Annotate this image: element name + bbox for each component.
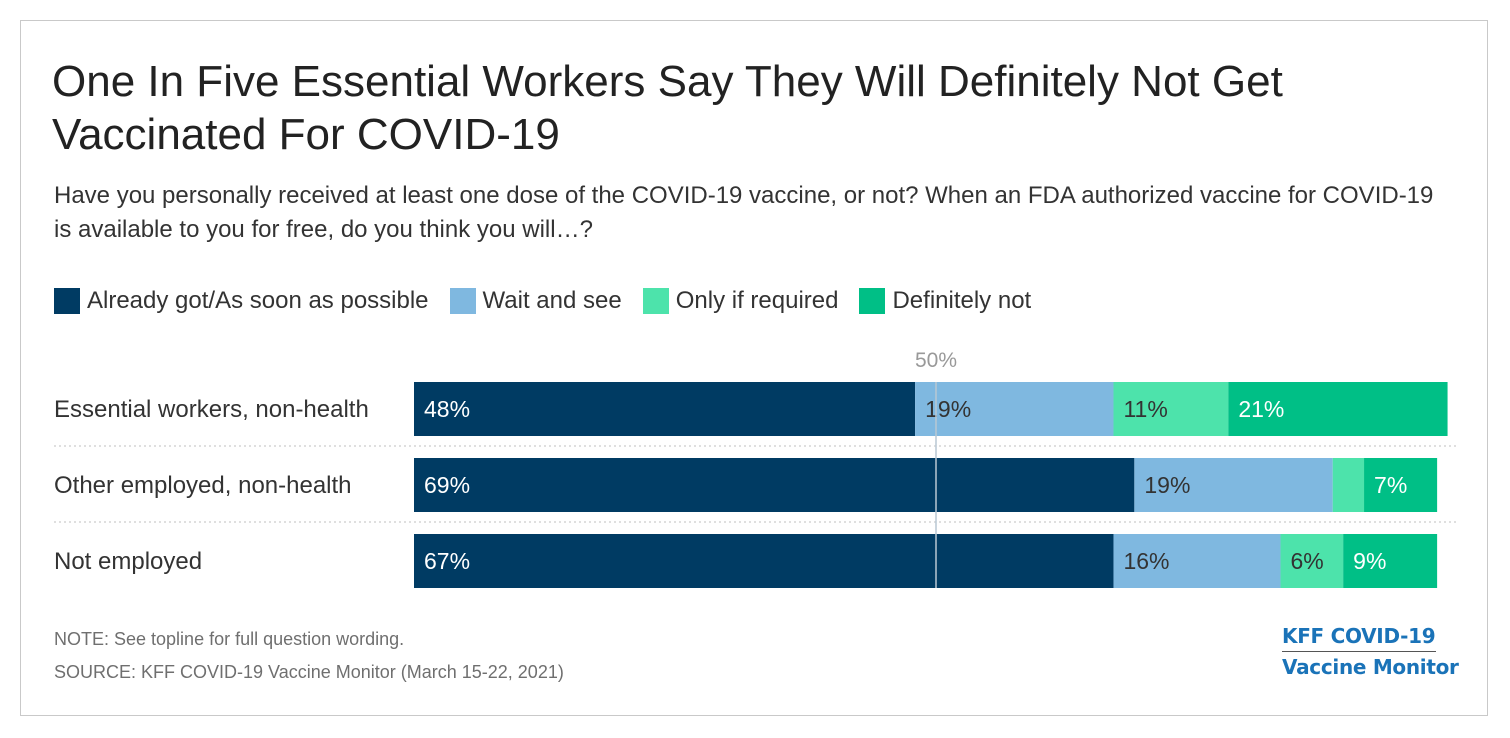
note-text: NOTE: See topline for full question word… [54, 629, 405, 649]
data-label: 48% [424, 396, 470, 422]
legend-swatch-definitely [859, 288, 886, 314]
legend-item-only: Only if required [642, 287, 839, 315]
bar-segment [414, 534, 1114, 588]
legend-label-only: Only if required [675, 287, 839, 314]
bar-segment [1280, 534, 1344, 588]
kff-logo: KFF COVID-19 Vaccine Monitor [1282, 624, 1459, 679]
logo-line-2: Vaccine Monitor [1282, 655, 1459, 679]
data-label: 19% [925, 396, 971, 422]
bar-segment [1332, 458, 1365, 512]
chart-subtitle: Have you personally received at least on… [54, 182, 1434, 243]
data-label: 6% [1291, 548, 1324, 574]
chart-title: One In Five Essential Workers Say They W… [52, 57, 1283, 159]
legend-label-already: Already got/As soon as possible [87, 287, 429, 314]
legend-swatch-already [54, 288, 80, 314]
bar-segment [1113, 382, 1229, 436]
data-label: 19% [1144, 472, 1190, 498]
data-label: 9% [1353, 548, 1386, 574]
legend-swatch-only [642, 288, 669, 314]
bar-segment [1134, 458, 1333, 512]
bar-segment [1228, 382, 1448, 436]
data-label: 11% [1123, 396, 1167, 422]
legend-label-wait: Wait and see [482, 287, 622, 314]
bar-segment [1113, 534, 1281, 588]
reference-label-50: 50% [915, 349, 957, 372]
bar-segment [414, 382, 916, 436]
logo-line-1: KFF COVID-19 [1282, 624, 1436, 652]
data-label: 67% [424, 548, 470, 574]
source-text: SOURCE: KFF COVID-19 Vaccine Monitor (Ma… [54, 662, 564, 682]
bar-segment [1364, 458, 1438, 512]
bar-segment [414, 458, 1135, 512]
data-label: 69% [424, 472, 470, 498]
category-label: Essential workers, non-health [54, 396, 369, 423]
legend-swatch-wait [449, 288, 476, 314]
legend-label-definitely: Definitely not [892, 287, 1032, 314]
data-label: 16% [1123, 548, 1169, 574]
data-label: 7% [1374, 472, 1407, 498]
data-label: 21% [1238, 396, 1284, 422]
legend-item-already: Already got/As soon as possible [54, 287, 429, 315]
category-label: Not employed [54, 548, 202, 575]
legend-item-wait: Wait and see [449, 287, 622, 315]
bar-segment [1343, 534, 1438, 588]
legend: Already got/As soon as possible Wait and… [54, 284, 1052, 318]
category-label: Other employed, non-health [54, 472, 352, 499]
bar-segment [915, 382, 1114, 436]
legend-item-definitely: Definitely not [859, 287, 1031, 315]
chart-frame [20, 20, 1488, 716]
